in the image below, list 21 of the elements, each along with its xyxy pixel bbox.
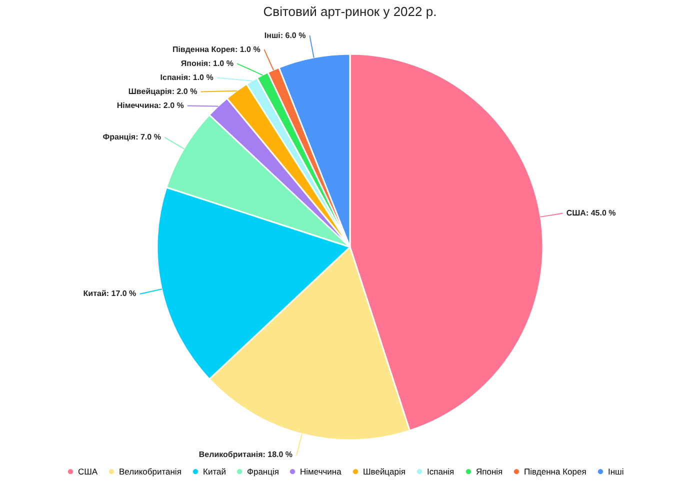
data-label: Японія: 1.0 % (180, 58, 234, 68)
legend-label: Інші (608, 466, 624, 477)
data-label: Іспанія: 1.0 % (160, 72, 214, 82)
legend-label: Китай (203, 466, 226, 477)
legend-label: Іспанія (427, 466, 455, 477)
legend-label: Швейцарія (363, 466, 406, 477)
data-label: Інші: 6.0 % (264, 30, 306, 40)
data-label: Великобританія: 18.0 % (198, 450, 293, 460)
legend-label: Німеччина (300, 466, 342, 477)
data-label: США: 45.0 % (566, 208, 616, 218)
chart-title: Світовий арт-ринок у 2022 р. (263, 4, 437, 19)
legend-label: Великобританія (119, 466, 182, 477)
data-label: Німеччина: 2.0 % (116, 100, 184, 110)
data-label: Китай: 17.0 % (83, 288, 136, 298)
legend-label: США (78, 466, 98, 477)
legend-label: Франція (247, 466, 280, 477)
data-label: Південна Корея: 1.0 % (172, 44, 260, 54)
data-label: Швейцарія: 2.0 % (128, 86, 198, 96)
legend-label: Південна Корея (524, 466, 587, 477)
legend-label: Японія (476, 466, 504, 477)
data-label: Франція: 7.0 % (102, 132, 161, 142)
